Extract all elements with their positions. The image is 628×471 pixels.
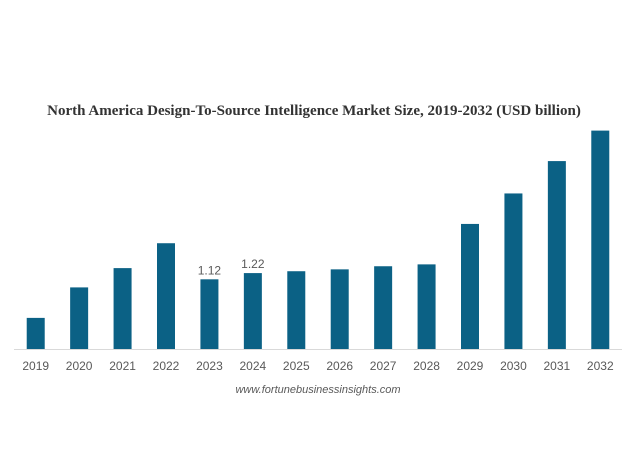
x-tick-2021: 2021 — [109, 359, 136, 373]
bar-2022 — [157, 243, 175, 349]
bar-2032 — [591, 130, 610, 349]
bar-2029 — [461, 223, 479, 349]
x-tick-2024: 2024 — [240, 359, 267, 373]
x-tick-2026: 2026 — [326, 359, 353, 373]
bar-2026 — [330, 269, 349, 349]
bar-2028 — [417, 264, 436, 349]
bar-2020 — [70, 287, 89, 349]
source-credit: www.fortunebusinessinsights.com — [235, 384, 400, 396]
bar-2027 — [374, 266, 393, 349]
bar-2031 — [547, 161, 566, 349]
x-tick-2027: 2027 — [370, 359, 397, 373]
x-tick-2020: 2020 — [66, 359, 93, 373]
x-tick-2031: 2031 — [544, 359, 571, 373]
x-tick-2023: 2023 — [196, 359, 223, 373]
bar-2021 — [113, 268, 132, 349]
x-tick-2025: 2025 — [283, 359, 310, 373]
x-tick-2029: 2029 — [457, 359, 484, 373]
x-tick-labels: 2019 2020 2021 2022 2023 2024 2025 2026 2027 2028… — [22, 359, 614, 373]
data-labels: 1.12 1.22 — [198, 257, 265, 277]
data-label-2023: 1.12 — [198, 263, 222, 277]
bar-2024 — [243, 273, 262, 349]
x-tick-2028: 2028 — [413, 359, 440, 373]
bar-2023 — [200, 279, 219, 349]
x-tick-2032: 2032 — [587, 359, 614, 373]
x-tick-2030: 2030 — [500, 359, 527, 373]
data-label-2024: 1.22 — [241, 257, 265, 271]
bars-group — [26, 130, 610, 349]
bar-2025 — [287, 271, 306, 349]
x-tick-2022: 2022 — [153, 359, 180, 373]
bar-2030 — [504, 193, 523, 349]
x-tick-2019: 2019 — [22, 359, 49, 373]
bar-2019 — [26, 317, 45, 349]
chart-title: North America Design-To-Source Intellige… — [47, 103, 581, 119]
